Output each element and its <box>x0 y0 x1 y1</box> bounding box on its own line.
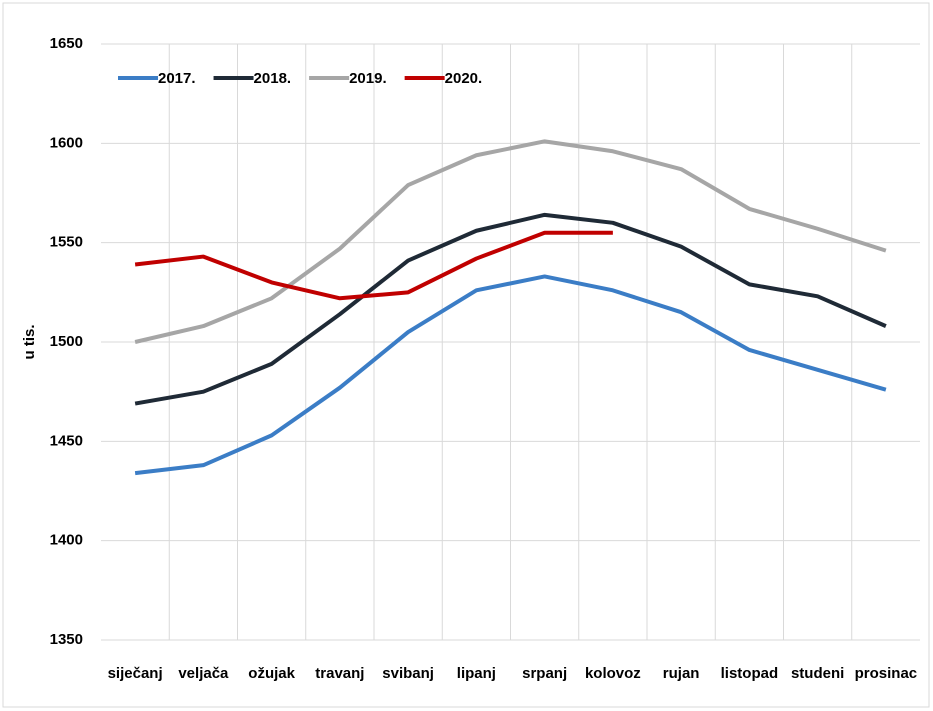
series-line <box>134 139 887 344</box>
x-tick-label: studeni <box>791 665 844 682</box>
y-tick-label: 1450 <box>50 432 83 449</box>
x-tick-label: travanj <box>315 665 364 682</box>
series-line <box>134 274 887 476</box>
legend-label: 2017. <box>158 70 196 87</box>
legend-label: 2019. <box>349 70 387 87</box>
y-tick-label: 1350 <box>50 631 83 648</box>
legend-label: 2020. <box>445 70 483 87</box>
x-tick-label: ožujak <box>248 665 295 682</box>
x-tick-label: rujan <box>663 665 700 682</box>
y-tick-label: 1500 <box>50 333 83 350</box>
x-tick-label: svibanj <box>382 665 434 682</box>
y-tick-label: 1600 <box>50 134 83 151</box>
y-tick-label: 1400 <box>50 532 83 549</box>
x-tick-label: lipanj <box>457 665 496 682</box>
legend-label: 2018. <box>254 70 292 87</box>
x-tick-label: srpanj <box>522 665 567 682</box>
y-axis-label: u tis. <box>21 324 38 359</box>
series-line <box>134 212 887 406</box>
series-line <box>134 230 613 301</box>
x-tick-label: listopad <box>721 665 779 682</box>
y-tick-label: 1550 <box>50 234 83 251</box>
x-tick-label: siječanj <box>108 665 163 682</box>
x-tick-label: veljača <box>178 665 229 682</box>
y-tick-label: 1650 <box>50 35 83 52</box>
x-tick-label: kolovoz <box>585 665 641 682</box>
x-tick-label: prosinac <box>855 665 918 682</box>
